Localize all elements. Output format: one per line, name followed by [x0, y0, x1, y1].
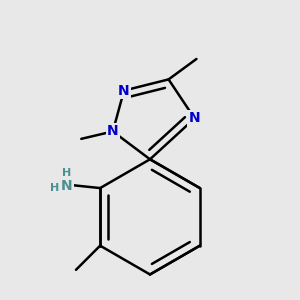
- Text: H: H: [62, 168, 71, 178]
- Text: N: N: [189, 111, 200, 125]
- Text: H: H: [50, 183, 59, 193]
- Text: N: N: [118, 84, 130, 98]
- Text: N: N: [107, 124, 119, 138]
- Text: N: N: [61, 179, 73, 193]
